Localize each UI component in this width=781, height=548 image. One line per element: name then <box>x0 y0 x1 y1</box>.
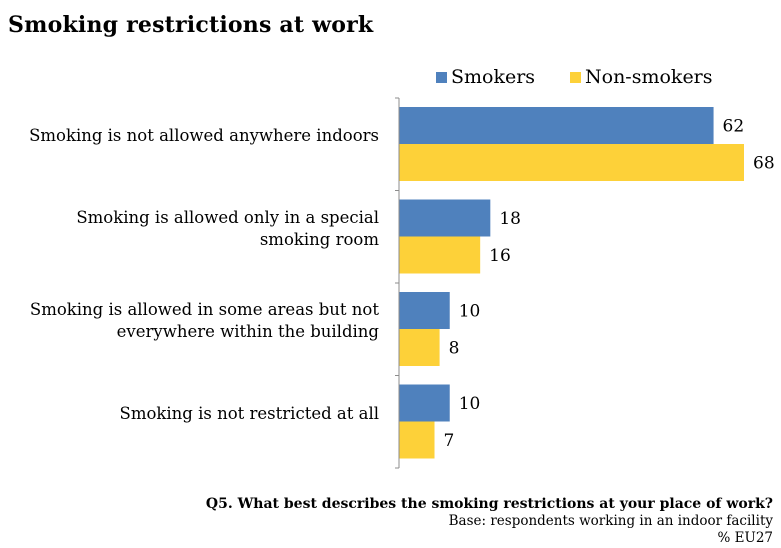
category-label-0: Smoking is not allowed anywhere indoors <box>29 126 379 146</box>
data-label-smokers-3: 10 <box>459 394 481 414</box>
chart-footer: Q5. What best describes the smoking rest… <box>206 496 773 547</box>
footer-base: Base: respondents working in an indoor f… <box>448 513 773 529</box>
legend-label-non-smokers: Non-smokers <box>585 66 713 88</box>
category-label-1: Smoking is allowed only in a special smok… <box>76 207 379 249</box>
legend-item-non-smokers: Non-smokers <box>570 66 713 88</box>
bar-smokers-1 <box>399 199 491 237</box>
legend-swatch-smokers <box>436 71 447 83</box>
footer-question: Q5. What best describes the smoking rest… <box>205 496 773 512</box>
data-label-smokers-2: 10 <box>459 302 481 322</box>
footer-unit: % EU27 <box>717 530 773 546</box>
bar-smokers-3 <box>399 384 450 422</box>
bar-non-smokers-1 <box>399 236 481 274</box>
data-label-non-smokers-2: 8 <box>449 339 460 359</box>
data-label-smokers-0: 62 <box>723 117 745 137</box>
legend-swatch-non-smokers <box>570 71 581 83</box>
bar-non-smokers-2 <box>399 329 440 366</box>
bar-smokers-2 <box>399 292 450 329</box>
bar-non-smokers-0 <box>399 144 744 181</box>
data-label-non-smokers-1: 16 <box>489 246 511 266</box>
data-label-non-smokers-0: 68 <box>753 154 775 174</box>
legend-item-smokers: Smokers <box>436 66 535 88</box>
category-label-3: Smoking is not restricted at all <box>119 403 379 423</box>
legend-label-smokers: Smokers <box>451 66 536 88</box>
bar-smokers-0 <box>399 107 714 144</box>
data-label-non-smokers-3: 7 <box>444 431 455 451</box>
category-label-2: Smoking is allowed in some areas but not… <box>29 300 379 342</box>
bar-non-smokers-3 <box>399 421 435 459</box>
data-label-smokers-1: 18 <box>499 209 521 229</box>
chart-title: Smoking restrictions at work <box>8 12 374 38</box>
